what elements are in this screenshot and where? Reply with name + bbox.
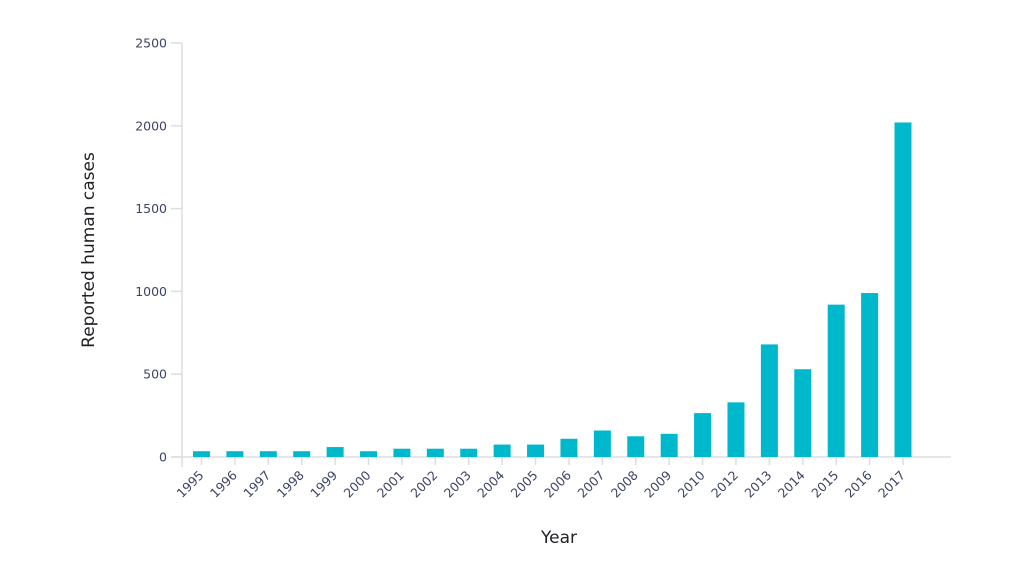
x-tick-label: 2012 bbox=[708, 468, 741, 501]
x-tick-label: 2016 bbox=[842, 467, 875, 500]
x-axis: 1995 1996 1997 1998 1999 2000 2001 2002 2003 2004… bbox=[171, 456, 951, 501]
y-tick-label: 2000 bbox=[135, 118, 167, 133]
bar-2001 bbox=[393, 448, 411, 457]
bar-2010 bbox=[694, 413, 712, 457]
bar-1999 bbox=[326, 447, 344, 457]
x-tick-label: 1998 bbox=[274, 467, 307, 500]
x-tick-label: 2000 bbox=[341, 467, 374, 500]
x-tick-label: 1995 bbox=[174, 468, 207, 501]
x-tick-label: 2008 bbox=[608, 467, 641, 500]
bar-2015 bbox=[827, 304, 845, 457]
y-tick-label: 0 bbox=[159, 450, 167, 465]
x-tick-label: 2017 bbox=[875, 468, 908, 501]
x-tick-label: 2010 bbox=[675, 467, 708, 500]
bar-2008 bbox=[627, 436, 645, 457]
bar-2016 bbox=[861, 293, 879, 457]
x-tick-label: 2014 bbox=[775, 467, 808, 500]
x-tick-label: 2005 bbox=[508, 468, 541, 501]
x-tick-label: 2007 bbox=[574, 468, 607, 501]
y-tick-label: 1000 bbox=[135, 284, 167, 299]
x-tick-label: 2001 bbox=[374, 468, 407, 501]
x-axis-title: Year bbox=[540, 528, 577, 548]
y-axis: 0 500 1000 1500 2000 2500 bbox=[135, 36, 183, 467]
bar-1998 bbox=[293, 451, 311, 457]
bar-2003 bbox=[460, 448, 478, 457]
x-tick-label: 1999 bbox=[307, 467, 340, 500]
y-tick-label: 1500 bbox=[135, 201, 167, 216]
bar-2000 bbox=[360, 451, 378, 457]
y-axis-title: Reported human cases bbox=[79, 152, 99, 348]
bar-series bbox=[193, 122, 912, 457]
x-tick-label: 2002 bbox=[407, 468, 440, 501]
x-tick-label: 2004 bbox=[474, 467, 507, 500]
bar-2006 bbox=[560, 438, 578, 457]
bar-1996 bbox=[226, 451, 244, 457]
x-tick-label: 2006 bbox=[541, 467, 574, 500]
x-tick-label: 2015 bbox=[808, 468, 841, 501]
bar-2013 bbox=[760, 344, 778, 457]
x-tick-label: 2013 bbox=[741, 468, 774, 501]
bar-2009 bbox=[660, 433, 678, 457]
x-tick-label: 2003 bbox=[441, 468, 474, 501]
bar-2002 bbox=[426, 448, 444, 457]
bar-2007 bbox=[593, 430, 611, 457]
bar-1997 bbox=[259, 451, 277, 457]
bar-2004 bbox=[493, 444, 511, 457]
y-tick-label: 500 bbox=[143, 367, 167, 382]
bar-2005 bbox=[527, 444, 545, 457]
bar-2017 bbox=[894, 122, 912, 457]
bar-1995 bbox=[193, 451, 210, 457]
y-tick-label: 2500 bbox=[135, 36, 167, 51]
x-tick-label: 2009 bbox=[641, 467, 674, 500]
x-tick-label: 1996 bbox=[207, 467, 240, 500]
bar-2012 bbox=[727, 402, 745, 457]
x-tick-label: 1997 bbox=[240, 468, 273, 501]
bar-2014 bbox=[794, 369, 812, 457]
